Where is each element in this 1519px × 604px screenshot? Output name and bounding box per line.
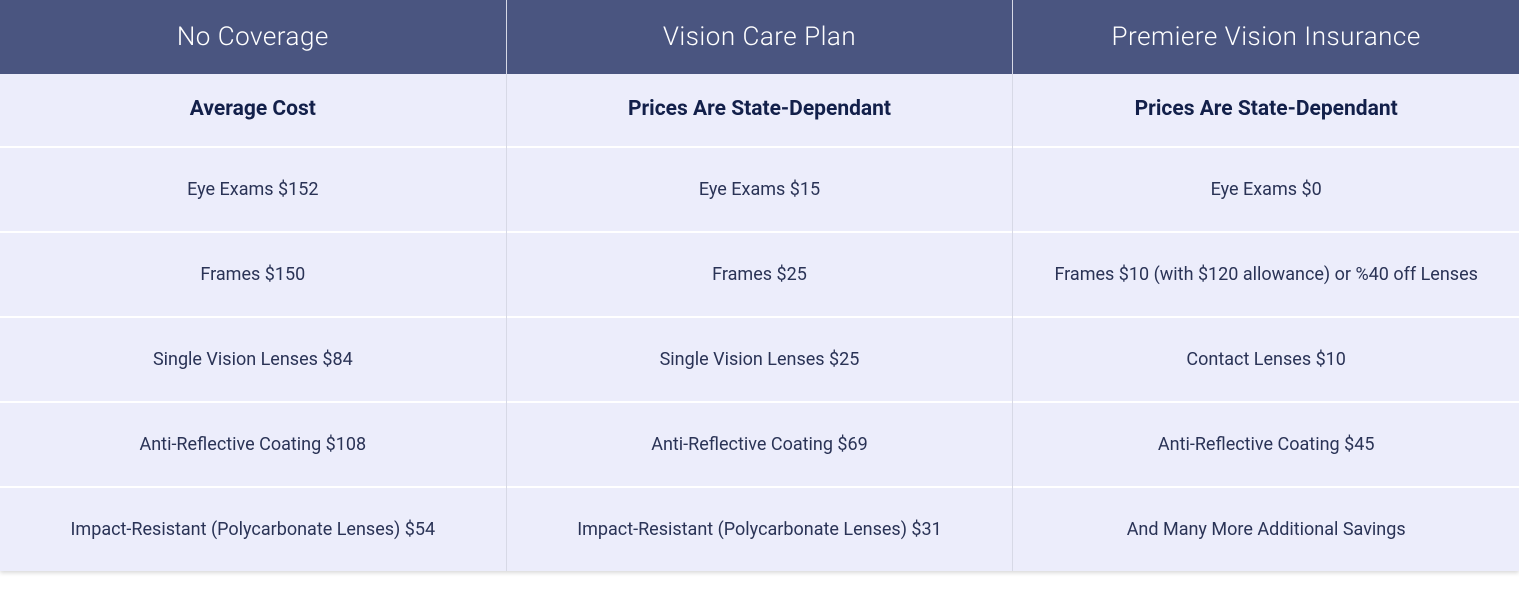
column-vision-care-plan: Vision Care Plan Prices Are State-Depend…	[507, 0, 1014, 571]
table-cell: Frames $150	[0, 233, 506, 318]
table-cell: Frames $25	[507, 233, 1013, 318]
comparison-table: No Coverage Average Cost Eye Exams $152 …	[0, 0, 1519, 571]
table-cell: Eye Exams $15	[507, 148, 1013, 233]
column-header: Premiere Vision Insurance	[1013, 0, 1519, 74]
table-cell: Impact-Resistant (Polycarbonate Lenses) …	[507, 488, 1013, 571]
column-subheader: Prices Are State-Dependant	[1013, 74, 1519, 148]
column-no-coverage: No Coverage Average Cost Eye Exams $152 …	[0, 0, 507, 571]
table-cell: Single Vision Lenses $84	[0, 318, 506, 403]
column-premiere-vision: Premiere Vision Insurance Prices Are Sta…	[1013, 0, 1519, 571]
table-cell: Frames $10 (with $120 allowance) or %40 …	[1013, 233, 1519, 318]
table-cell: Contact Lenses $10	[1013, 318, 1519, 403]
table-cell: And Many More Additional Savings	[1013, 488, 1519, 571]
table-cell: Single Vision Lenses $25	[507, 318, 1013, 403]
table-cell: Impact-Resistant (Polycarbonate Lenses) …	[0, 488, 506, 571]
table-cell: Anti-Reflective Coating $69	[507, 403, 1013, 488]
table-cell: Eye Exams $152	[0, 148, 506, 233]
table-cell: Anti-Reflective Coating $108	[0, 403, 506, 488]
table-cell: Anti-Reflective Coating $45	[1013, 403, 1519, 488]
column-subheader: Prices Are State-Dependant	[507, 74, 1013, 148]
column-header: No Coverage	[0, 0, 506, 74]
table-cell: Eye Exams $0	[1013, 148, 1519, 233]
column-subheader: Average Cost	[0, 74, 506, 148]
column-header: Vision Care Plan	[507, 0, 1013, 74]
